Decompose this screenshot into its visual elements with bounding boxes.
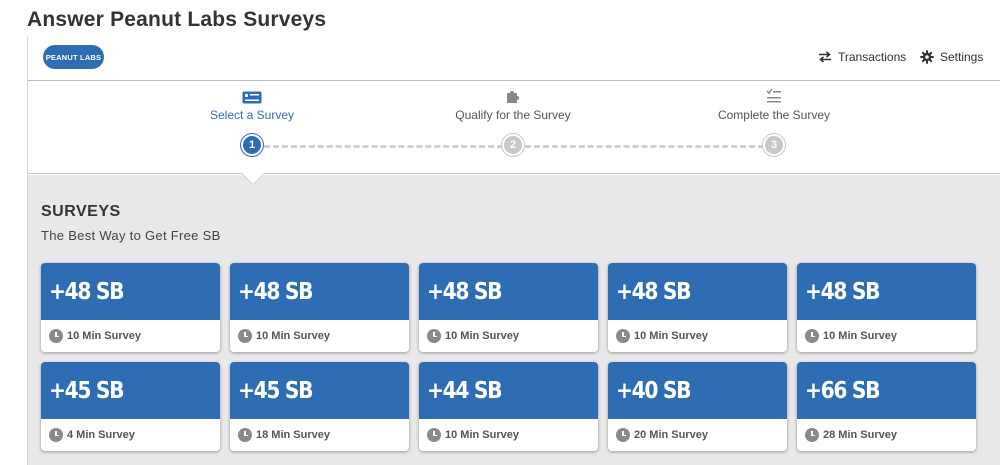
survey-card[interactable]: +48 SB 10 Min Survey (797, 263, 976, 352)
settings-link[interactable]: Settings (920, 50, 983, 64)
survey-reward: +48 SB (49, 278, 125, 305)
survey-reward: +48 SB (805, 278, 881, 305)
survey-card-icon (152, 82, 352, 106)
section-title: SURVEYS (41, 203, 121, 220)
survey-reward: +40 SB (616, 377, 692, 404)
step-number-badge: 1 (241, 134, 263, 156)
peanut-labs-logo: PEANUT LABS (43, 45, 104, 69)
progress-steps: Select a Survey Qualify for the Survey C… (28, 82, 1000, 174)
survey-reward: +44 SB (427, 377, 503, 404)
survey-duration: 18 Min Survey (256, 429, 330, 441)
clock-icon (805, 329, 819, 343)
clock-icon (49, 329, 63, 343)
survey-card[interactable]: +66 SB 28 Min Survey (797, 362, 976, 451)
survey-reward: +45 SB (49, 377, 125, 404)
survey-duration: 10 Min Survey (256, 330, 330, 342)
survey-duration: 20 Min Survey (634, 429, 708, 441)
transactions-link[interactable]: Transactions (818, 50, 906, 64)
survey-card[interactable]: +44 SB 10 Min Survey (419, 362, 598, 451)
survey-card[interactable]: +45 SB 18 Min Survey (230, 362, 409, 451)
survey-reward: +48 SB (616, 278, 692, 305)
survey-card[interactable]: +40 SB 20 Min Survey (608, 362, 787, 451)
gear-icon (920, 50, 934, 64)
clock-icon (805, 428, 819, 442)
widget-header: PEANUT LABS Transactions (28, 36, 1000, 81)
surveys-section: SURVEYS The Best Way to Get Free SB +48 … (28, 175, 1000, 465)
checklist-icon (674, 82, 874, 106)
transfer-arrows-icon (818, 51, 832, 63)
step-connector (525, 145, 773, 148)
survey-reward: +66 SB (805, 377, 881, 404)
survey-reward: +45 SB (238, 377, 314, 404)
step-label: Complete the Survey (717, 108, 831, 122)
survey-card[interactable]: +48 SB 10 Min Survey (230, 263, 409, 352)
step-label: Select a Survey (209, 108, 295, 122)
active-step-pointer (242, 173, 264, 184)
survey-duration: 10 Min Survey (634, 330, 708, 342)
clock-icon (616, 329, 630, 343)
clock-icon (616, 428, 630, 442)
survey-duration: 4 Min Survey (67, 429, 135, 441)
survey-reward: +48 SB (238, 278, 314, 305)
survey-duration: 10 Min Survey (67, 330, 141, 342)
clock-icon (427, 428, 441, 442)
step-qualify-survey: Qualify for the Survey (413, 82, 613, 122)
step-connector (264, 145, 512, 148)
settings-label: Settings (940, 50, 984, 64)
step-select-survey: Select a Survey (152, 82, 352, 122)
clock-icon (49, 428, 63, 442)
survey-duration: 28 Min Survey (823, 429, 897, 441)
survey-duration: 10 Min Survey (823, 330, 897, 342)
section-subtitle: The Best Way to Get Free SB (41, 228, 221, 243)
step-number-badge: 2 (502, 134, 524, 156)
survey-card[interactable]: +48 SB 10 Min Survey (608, 263, 787, 352)
survey-card[interactable]: +45 SB 4 Min Survey (41, 362, 220, 451)
clock-icon (427, 329, 441, 343)
step-number-badge: 3 (763, 134, 785, 156)
transactions-label: Transactions (838, 50, 907, 64)
survey-card[interactable]: +48 SB 10 Min Survey (419, 263, 598, 352)
survey-reward: +48 SB (427, 278, 503, 305)
page-title: Answer Peanut Labs Surveys (27, 8, 327, 31)
survey-card[interactable]: +48 SB 10 Min Survey (41, 263, 220, 352)
step-complete-survey: Complete the Survey (674, 82, 874, 122)
puzzle-piece-icon (413, 82, 613, 106)
step-label: Qualify for the Survey (455, 108, 571, 122)
survey-duration: 10 Min Survey (445, 429, 519, 441)
clock-icon (238, 428, 252, 442)
survey-widget: PEANUT LABS Transactions (27, 36, 1000, 465)
clock-icon (238, 329, 252, 343)
survey-duration: 10 Min Survey (445, 330, 519, 342)
